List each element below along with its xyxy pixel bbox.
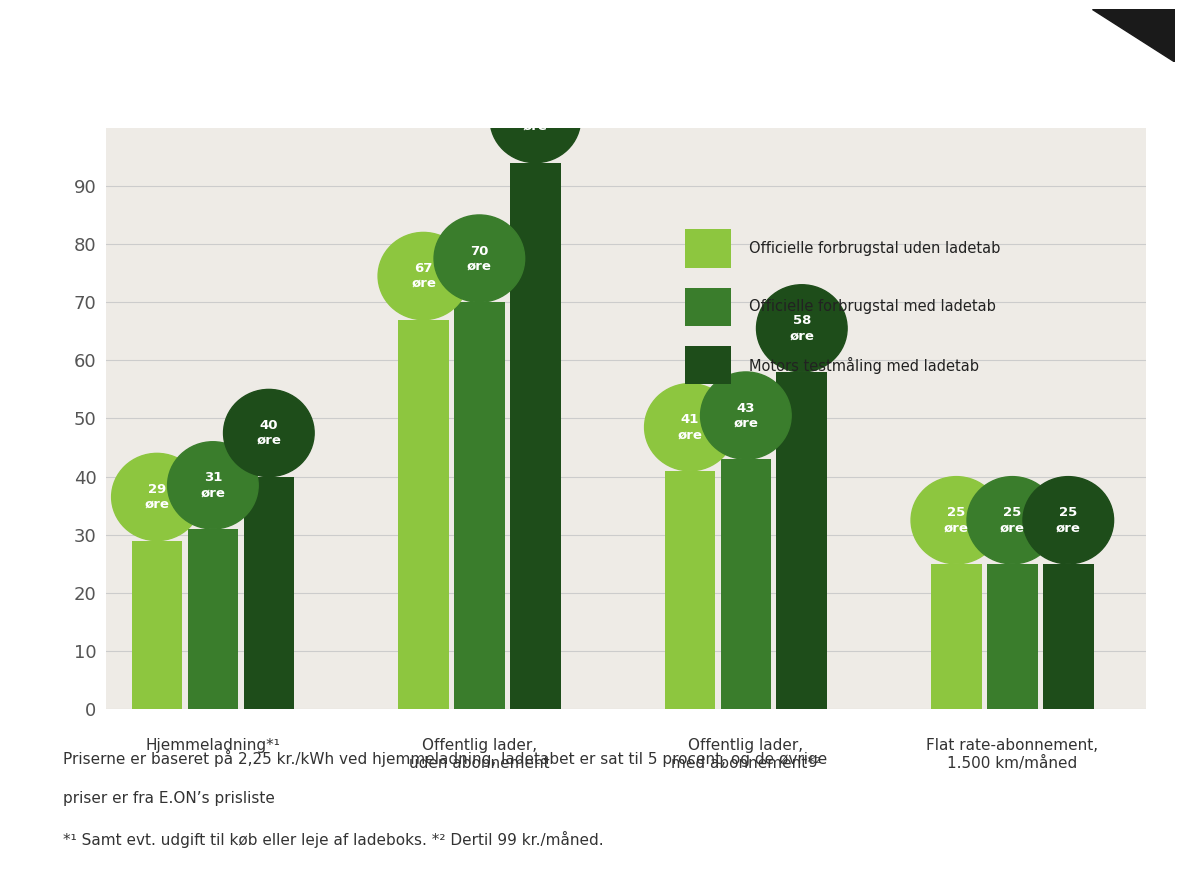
FancyBboxPatch shape: [685, 229, 731, 268]
Text: Officielle forbrugstal med ladetab: Officielle forbrugstal med ladetab: [749, 300, 996, 315]
Ellipse shape: [490, 76, 581, 163]
Bar: [510, 163, 561, 709]
Bar: [454, 302, 504, 709]
FancyBboxPatch shape: [685, 345, 731, 384]
Ellipse shape: [223, 389, 314, 477]
Text: *¹ Samt evt. udgift til køb eller leje af ladeboks. *² Dertil 99 kr./måned.: *¹ Samt evt. udgift til køb eller leje a…: [63, 832, 603, 848]
Text: 58
øre: 58 øre: [789, 315, 814, 343]
Bar: [131, 541, 182, 709]
Ellipse shape: [911, 477, 1001, 564]
Text: 40
øre: 40 øre: [256, 419, 281, 447]
Bar: [931, 564, 981, 709]
Ellipse shape: [378, 233, 469, 320]
Text: 94
øre: 94 øre: [523, 105, 548, 133]
Bar: [1043, 564, 1094, 709]
Text: 25
øre: 25 øre: [944, 507, 968, 534]
Text: 29
øre: 29 øre: [144, 483, 169, 511]
Bar: [188, 529, 239, 709]
Text: Alle priser er øre pr. km: Alle priser er øre pr. km: [813, 85, 993, 100]
Ellipse shape: [168, 441, 259, 529]
Ellipse shape: [435, 215, 524, 302]
Bar: [398, 320, 449, 709]
Ellipse shape: [700, 372, 791, 459]
Bar: [776, 372, 827, 709]
Text: 25
øre: 25 øre: [1056, 507, 1081, 534]
Text: 67
øre: 67 øre: [411, 262, 436, 290]
Ellipse shape: [1023, 477, 1114, 564]
Text: 41
øre: 41 øre: [678, 413, 703, 441]
Ellipse shape: [112, 454, 202, 541]
Text: Priserne er baseret på 2,25 kr./kWh ved hjemmeladning, ladetabet er sat til 5 pr: Priserne er baseret på 2,25 kr./kWh ved …: [63, 750, 828, 767]
Text: 31
øre: 31 øre: [201, 471, 226, 500]
Text: Offentlig lader,
uden abonnement: Offentlig lader, uden abonnement: [409, 738, 549, 771]
Text: Motors testmåling med ladetab: Motors testmåling med ladetab: [749, 357, 979, 374]
Text: 70
øre: 70 øre: [466, 245, 491, 272]
Bar: [987, 564, 1038, 709]
Text: PRISEN FOR AT TANKE EN ELBIL – VW E-GOLF: PRISEN FOR AT TANKE EN ELBIL – VW E-GOLF: [63, 78, 801, 107]
FancyBboxPatch shape: [685, 287, 731, 326]
Bar: [665, 470, 716, 709]
Text: Hjemmeladning*¹: Hjemmeladning*¹: [145, 738, 280, 753]
Text: priser er fra E.ON’s prisliste: priser er fra E.ON’s prisliste: [63, 791, 275, 806]
Text: 25
øre: 25 øre: [1000, 507, 1025, 534]
Ellipse shape: [967, 477, 1058, 564]
Polygon shape: [1092, 9, 1175, 62]
Text: Officielle forbrugstal uden ladetab: Officielle forbrugstal uden ladetab: [749, 241, 1000, 256]
Ellipse shape: [757, 285, 847, 372]
Text: Flat rate-abonnement,
1.500 km/måned: Flat rate-abonnement, 1.500 km/måned: [926, 738, 1098, 771]
Text: Offentlig lader,
med abonnement*²: Offentlig lader, med abonnement*²: [671, 738, 821, 771]
Bar: [720, 459, 771, 709]
Bar: [243, 477, 294, 709]
Ellipse shape: [645, 383, 736, 470]
Text: 43
øre: 43 øre: [733, 402, 758, 430]
